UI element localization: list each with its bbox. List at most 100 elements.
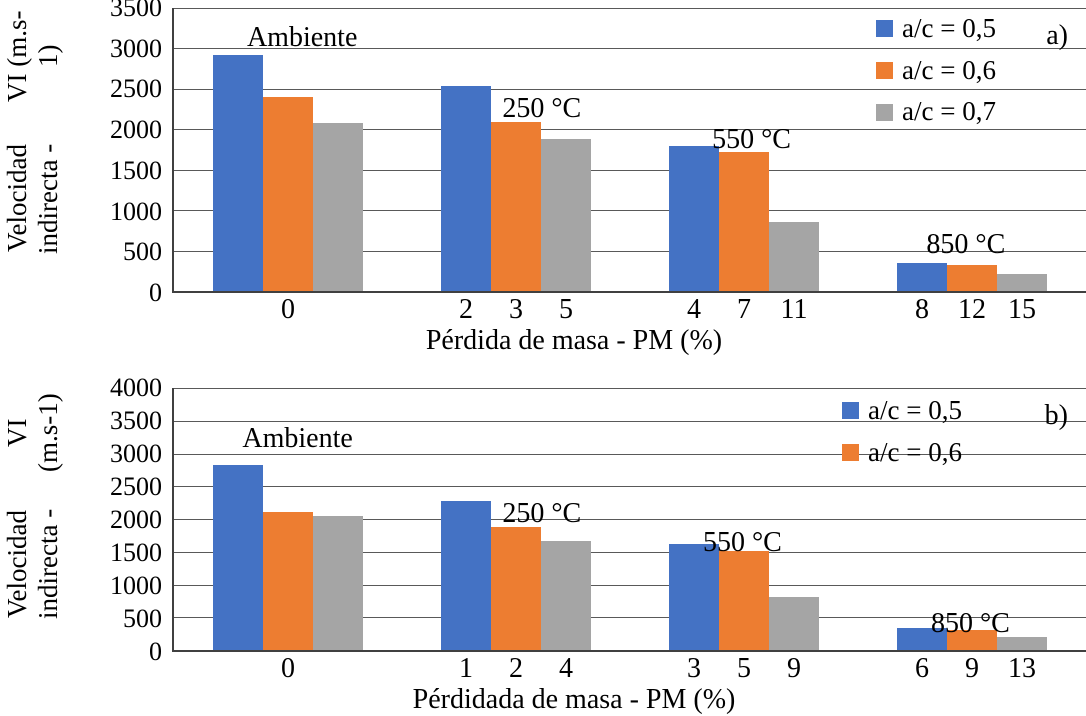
bar-slot: 8 <box>897 8 947 324</box>
y-tick-label: 2500 <box>110 74 162 104</box>
y-tick-label: 2000 <box>110 115 162 145</box>
legend: a/c = 0,5 a/c = 0,6 a/c = 0,7 <box>876 13 996 139</box>
bar-series-1 <box>669 146 719 291</box>
legend-swatch-icon <box>876 103 894 121</box>
x-tick-label: 6 <box>915 653 929 684</box>
legend-label: a/c = 0,7 <box>902 96 996 127</box>
bar-series-2 <box>491 527 541 650</box>
bar-group-3: 3 5 9 <box>669 388 819 683</box>
x-tick-label: 5 <box>559 294 573 325</box>
gridline <box>174 551 1086 553</box>
bar-slot <box>213 8 263 291</box>
gridline <box>174 584 1086 586</box>
bar-series-1 <box>213 54 263 291</box>
legend-label: a/c = 0,5 <box>902 13 996 43</box>
bar-slot <box>313 388 363 650</box>
gridline <box>174 420 1086 422</box>
y-tick-label: 3500 <box>110 406 162 435</box>
bar-series-2 <box>263 97 313 291</box>
x-tick-label: 7 <box>737 294 751 325</box>
y-tick-label: 3000 <box>110 33 162 63</box>
legend-swatch-icon <box>876 20 894 38</box>
bar-slot: 9 <box>769 388 819 683</box>
bar-series-1 <box>669 543 719 650</box>
y-tick-label: 2000 <box>110 505 162 534</box>
bar-slot: 3 <box>491 8 541 324</box>
bar-group-2: 1 2 4 <box>441 388 591 683</box>
bar-slot: 5 <box>541 8 591 324</box>
bar-series-2 <box>719 550 769 650</box>
gridline <box>174 88 1086 90</box>
temperature-annotation: 250 °C <box>502 92 582 124</box>
legend-item: a/c = 0,7 <box>876 97 996 127</box>
y-tick-label: 1000 <box>110 196 162 226</box>
y-axis-title-a: Velocidad indirecta - VI (m.s-1) <box>0 8 66 293</box>
x-tick-label: 8 <box>915 294 929 325</box>
legend: a/c = 0,5 a/c = 0,6 <box>842 395 962 479</box>
x-tick-label: 5 <box>737 653 751 684</box>
bar-groups: 0 2 3 5 4 7 11 8 12 15 <box>174 8 1086 324</box>
bar-series-2 <box>947 265 997 291</box>
x-tick-label: 11 <box>780 294 808 325</box>
bar-series-1 <box>441 86 491 291</box>
bar-slot: 5 <box>719 388 769 683</box>
bar-series-2 <box>263 512 313 650</box>
y-tick-label: 1500 <box>110 538 162 567</box>
gridline <box>174 8 1086 9</box>
bar-slot: 11 <box>769 8 819 324</box>
plot-area-a: 0 2 3 5 4 7 11 8 12 15 Ambiente 250 °C 550 °C 850 °C a… <box>172 8 1086 324</box>
bar-series-1 <box>213 464 263 650</box>
y-axis-ticks-a: 3500 3000 2500 2000 1500 1000 500 0 <box>66 0 172 307</box>
y-axis-title-line2: VI (m.s-1) <box>1 10 63 102</box>
y-axis-title-line1: Velocidad indirecta - <box>1 509 63 620</box>
bar-slot <box>313 8 363 291</box>
gridline <box>174 48 1086 50</box>
bar-group-4: 6 9 13 <box>897 388 1047 683</box>
bar-series-3 <box>313 123 363 291</box>
x-tick-label: 3 <box>509 294 523 325</box>
temperature-annotation: 550 °C <box>712 124 791 156</box>
bar-series-3 <box>997 274 1047 291</box>
x-tick-label: 0 <box>281 653 295 684</box>
bar-slot: 2 <box>491 388 541 683</box>
legend-swatch-icon <box>842 402 860 420</box>
gridline <box>174 169 1086 171</box>
y-tick-label: 0 <box>149 637 162 666</box>
y-tick-label: 3500 <box>110 0 162 22</box>
x-tick-label: 3 <box>687 653 701 684</box>
bar-slot <box>213 388 263 650</box>
y-axis-title-line1: Velocidad indirecta - <box>1 143 63 254</box>
y-tick-label: 4000 <box>110 373 162 402</box>
x-tick-label: 2 <box>509 653 523 684</box>
bar-slot: 2 <box>441 8 491 324</box>
gridline <box>174 250 1086 252</box>
temperature-annotation: 550 °C <box>702 526 782 558</box>
temperature-annotation: 850 °C <box>930 608 1010 640</box>
gridline <box>174 388 1086 389</box>
temperature-annotation: Ambiente <box>246 22 358 54</box>
y-tick-label: 1500 <box>110 155 162 185</box>
bar-series-2 <box>947 629 997 650</box>
x-tick-label: 0 <box>281 294 295 325</box>
legend-item: a/c = 0,5 <box>876 13 996 44</box>
plot-row-a: Velocidad indirecta - VI (m.s-1) 3500 300… <box>0 0 1086 324</box>
x-tick-label: 15 <box>1008 294 1036 325</box>
temperature-annotation: 850 °C <box>926 228 1006 260</box>
bar-slot: 6 <box>897 388 947 683</box>
x-tick-label: 9 <box>965 653 979 684</box>
x-tick-label: 13 <box>1008 653 1036 684</box>
gridline <box>174 129 1086 131</box>
bar-group-1: 0 <box>213 8 363 324</box>
bar-series-1 <box>441 500 491 650</box>
bar-series-3 <box>313 516 363 650</box>
x-tick-label: 9 <box>787 653 801 684</box>
y-tick-label: 3000 <box>110 439 162 468</box>
bar-slot: 13 <box>997 388 1047 683</box>
legend-label: a/c = 0,6 <box>868 436 962 467</box>
bar-series-2 <box>719 151 769 291</box>
y-axis-title-b: Velocidad indirecta - VI (m.s-1) <box>0 388 66 652</box>
y-tick-label: 500 <box>123 604 162 633</box>
bar-groups: 0 1 2 4 3 5 9 6 9 13 <box>174 388 1086 683</box>
chart-panel-b: Velocidad indirecta - VI (m.s-1) 4000 350… <box>0 363 1086 716</box>
y-tick-label: 2500 <box>110 472 162 501</box>
